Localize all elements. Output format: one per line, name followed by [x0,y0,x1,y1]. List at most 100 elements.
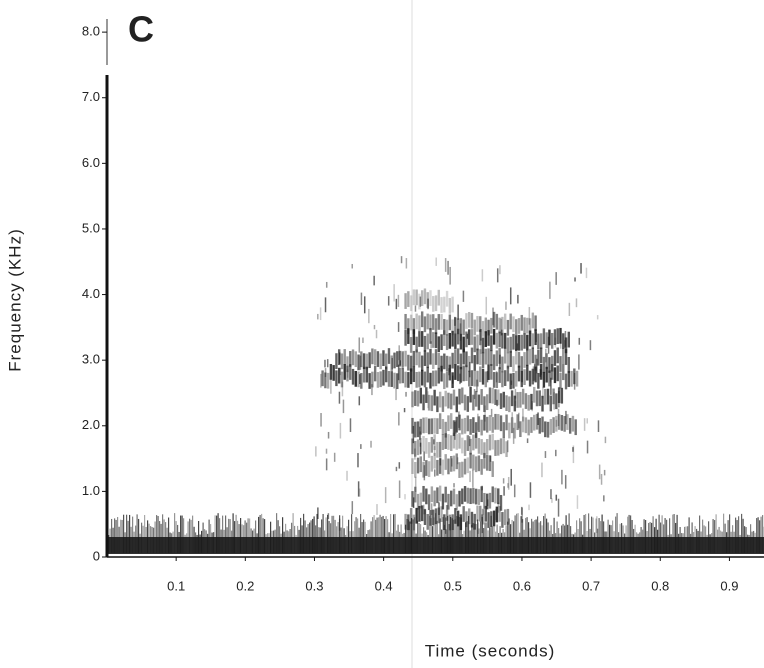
harmonic [505,414,508,431]
harmonic [463,486,467,502]
harmonic [495,313,499,330]
harmonic [454,349,457,365]
harmonic [387,371,391,387]
harmonic [484,371,488,388]
harmonic [414,421,417,438]
speckle [393,284,395,302]
harmonic [557,414,561,430]
harmonic [343,349,346,365]
harmonic [443,353,446,370]
harmonic [401,367,405,384]
speckle [555,494,558,501]
harmonic [574,419,577,436]
speckle [342,399,345,414]
harmonic [443,330,446,346]
harmonic [531,312,535,329]
harmonic [454,508,457,524]
speckle [454,316,456,326]
spectrogram-energy [107,256,764,554]
harmonic [415,507,418,524]
speckle [397,294,400,307]
harmonic [533,414,536,431]
speckle [477,413,479,431]
noise-band [156,515,158,553]
harmonic [575,370,579,387]
speckle [492,307,494,326]
harmonic [371,371,374,388]
harmonic [477,438,481,454]
speckle [583,418,586,431]
harmonic [461,488,464,505]
harmonic [470,347,474,364]
harmonic [491,486,494,503]
harmonic [440,365,443,382]
speckle [516,343,519,350]
harmonic [407,291,410,307]
harmonic [436,487,439,504]
speckle [412,497,415,509]
noise-band [451,518,453,553]
speckle [520,506,523,515]
speckle [430,503,433,516]
harmonic [497,439,500,456]
harmonic [502,422,505,438]
speckle [419,296,422,307]
harmonic [459,318,463,334]
harmonic [382,350,385,367]
harmonic [492,510,496,527]
harmonic [434,332,438,349]
harmonic [445,355,449,372]
harmonic [420,369,424,386]
harmonic [463,417,467,434]
harmonic [472,454,475,471]
harmonic [357,354,360,371]
harmonic [534,315,537,332]
harmonic [513,395,517,412]
harmonic [456,328,460,345]
x-tick-label: 0.8 [651,578,669,593]
harmonic [443,296,446,313]
noise-band [310,520,312,553]
speckle [575,298,578,308]
speckle [477,522,480,534]
harmonic [440,297,443,313]
speckle [486,499,489,506]
noise-band [442,517,444,553]
noise-band [127,520,129,553]
harmonic [526,364,529,381]
harmonic [483,492,486,509]
harmonic [488,455,492,472]
harmonic [555,415,558,432]
harmonic [379,371,382,388]
harmonic [354,370,357,387]
noise-band [390,513,392,553]
speckle [555,449,557,457]
noise-band [645,520,647,553]
speckle [327,431,330,439]
noise-band [228,518,230,553]
speckle [572,447,574,452]
speckle [315,446,317,457]
harmonic [393,372,396,389]
harmonic [465,313,468,329]
noise-band [183,518,185,553]
noise-band [216,515,218,553]
harmonic [517,351,521,368]
harmonic [349,364,352,380]
harmonic [470,511,474,528]
noise-band [669,518,671,553]
harmonic [567,331,570,348]
noise-band [534,520,536,553]
harmonic [376,372,380,388]
harmonic [479,505,482,522]
harmonic [447,392,450,409]
noise-band [712,519,714,553]
noise-band [334,519,336,553]
harmonic [483,414,486,431]
harmonic [515,348,518,365]
harmonic [488,415,492,431]
harmonic [447,458,450,475]
harmonic [550,332,554,349]
harmonic [437,336,440,353]
speckle [480,338,482,354]
